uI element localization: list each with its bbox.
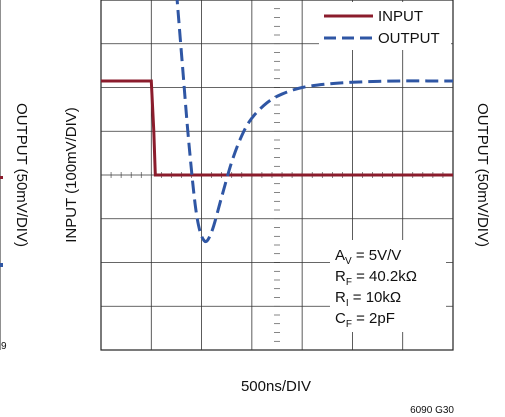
- edge-fragment-ylabel: OUTPUT (50mV/DIV): [13, 103, 30, 247]
- y-axis-label-left: INPUT (100mV/DIV): [63, 107, 80, 243]
- legend-background: [319, 2, 451, 50]
- edge-fragment-output-mark: [0, 263, 3, 267]
- series-group: [101, 0, 453, 243]
- y-axis-label-right: OUTPUT (50mV/DIV): [474, 103, 491, 247]
- param-gain: AV = 5V/V: [335, 247, 401, 267]
- param-rf: RF = 40.2kΩ: [335, 268, 417, 288]
- legend-label-input: INPUT: [378, 8, 423, 25]
- edge-fragment-input-mark: [0, 176, 3, 179]
- series-line-input: [101, 79, 453, 177]
- param-ri: RI = 10kΩ: [335, 289, 401, 309]
- parameter-block: AV = 5V/V RF = 40.2kΩ RI = 10kΩ CF = 2pF: [330, 240, 446, 332]
- left-edge-fragment: OUTPUT (50mV/DIV) 9: [0, 0, 30, 352]
- legend: INPUT OUTPUT: [319, 2, 451, 50]
- x-axis-label: 500ns/DIV: [241, 378, 311, 395]
- parameter-background: [330, 240, 446, 332]
- series-line-output: [175, 0, 453, 243]
- plot-area: [100, 0, 454, 351]
- edge-fragment-number: 9: [1, 341, 7, 352]
- figure-id: 6090 G30: [410, 405, 454, 416]
- legend-label-output: OUTPUT: [378, 30, 440, 47]
- param-cf: CF = 2pF: [335, 310, 395, 330]
